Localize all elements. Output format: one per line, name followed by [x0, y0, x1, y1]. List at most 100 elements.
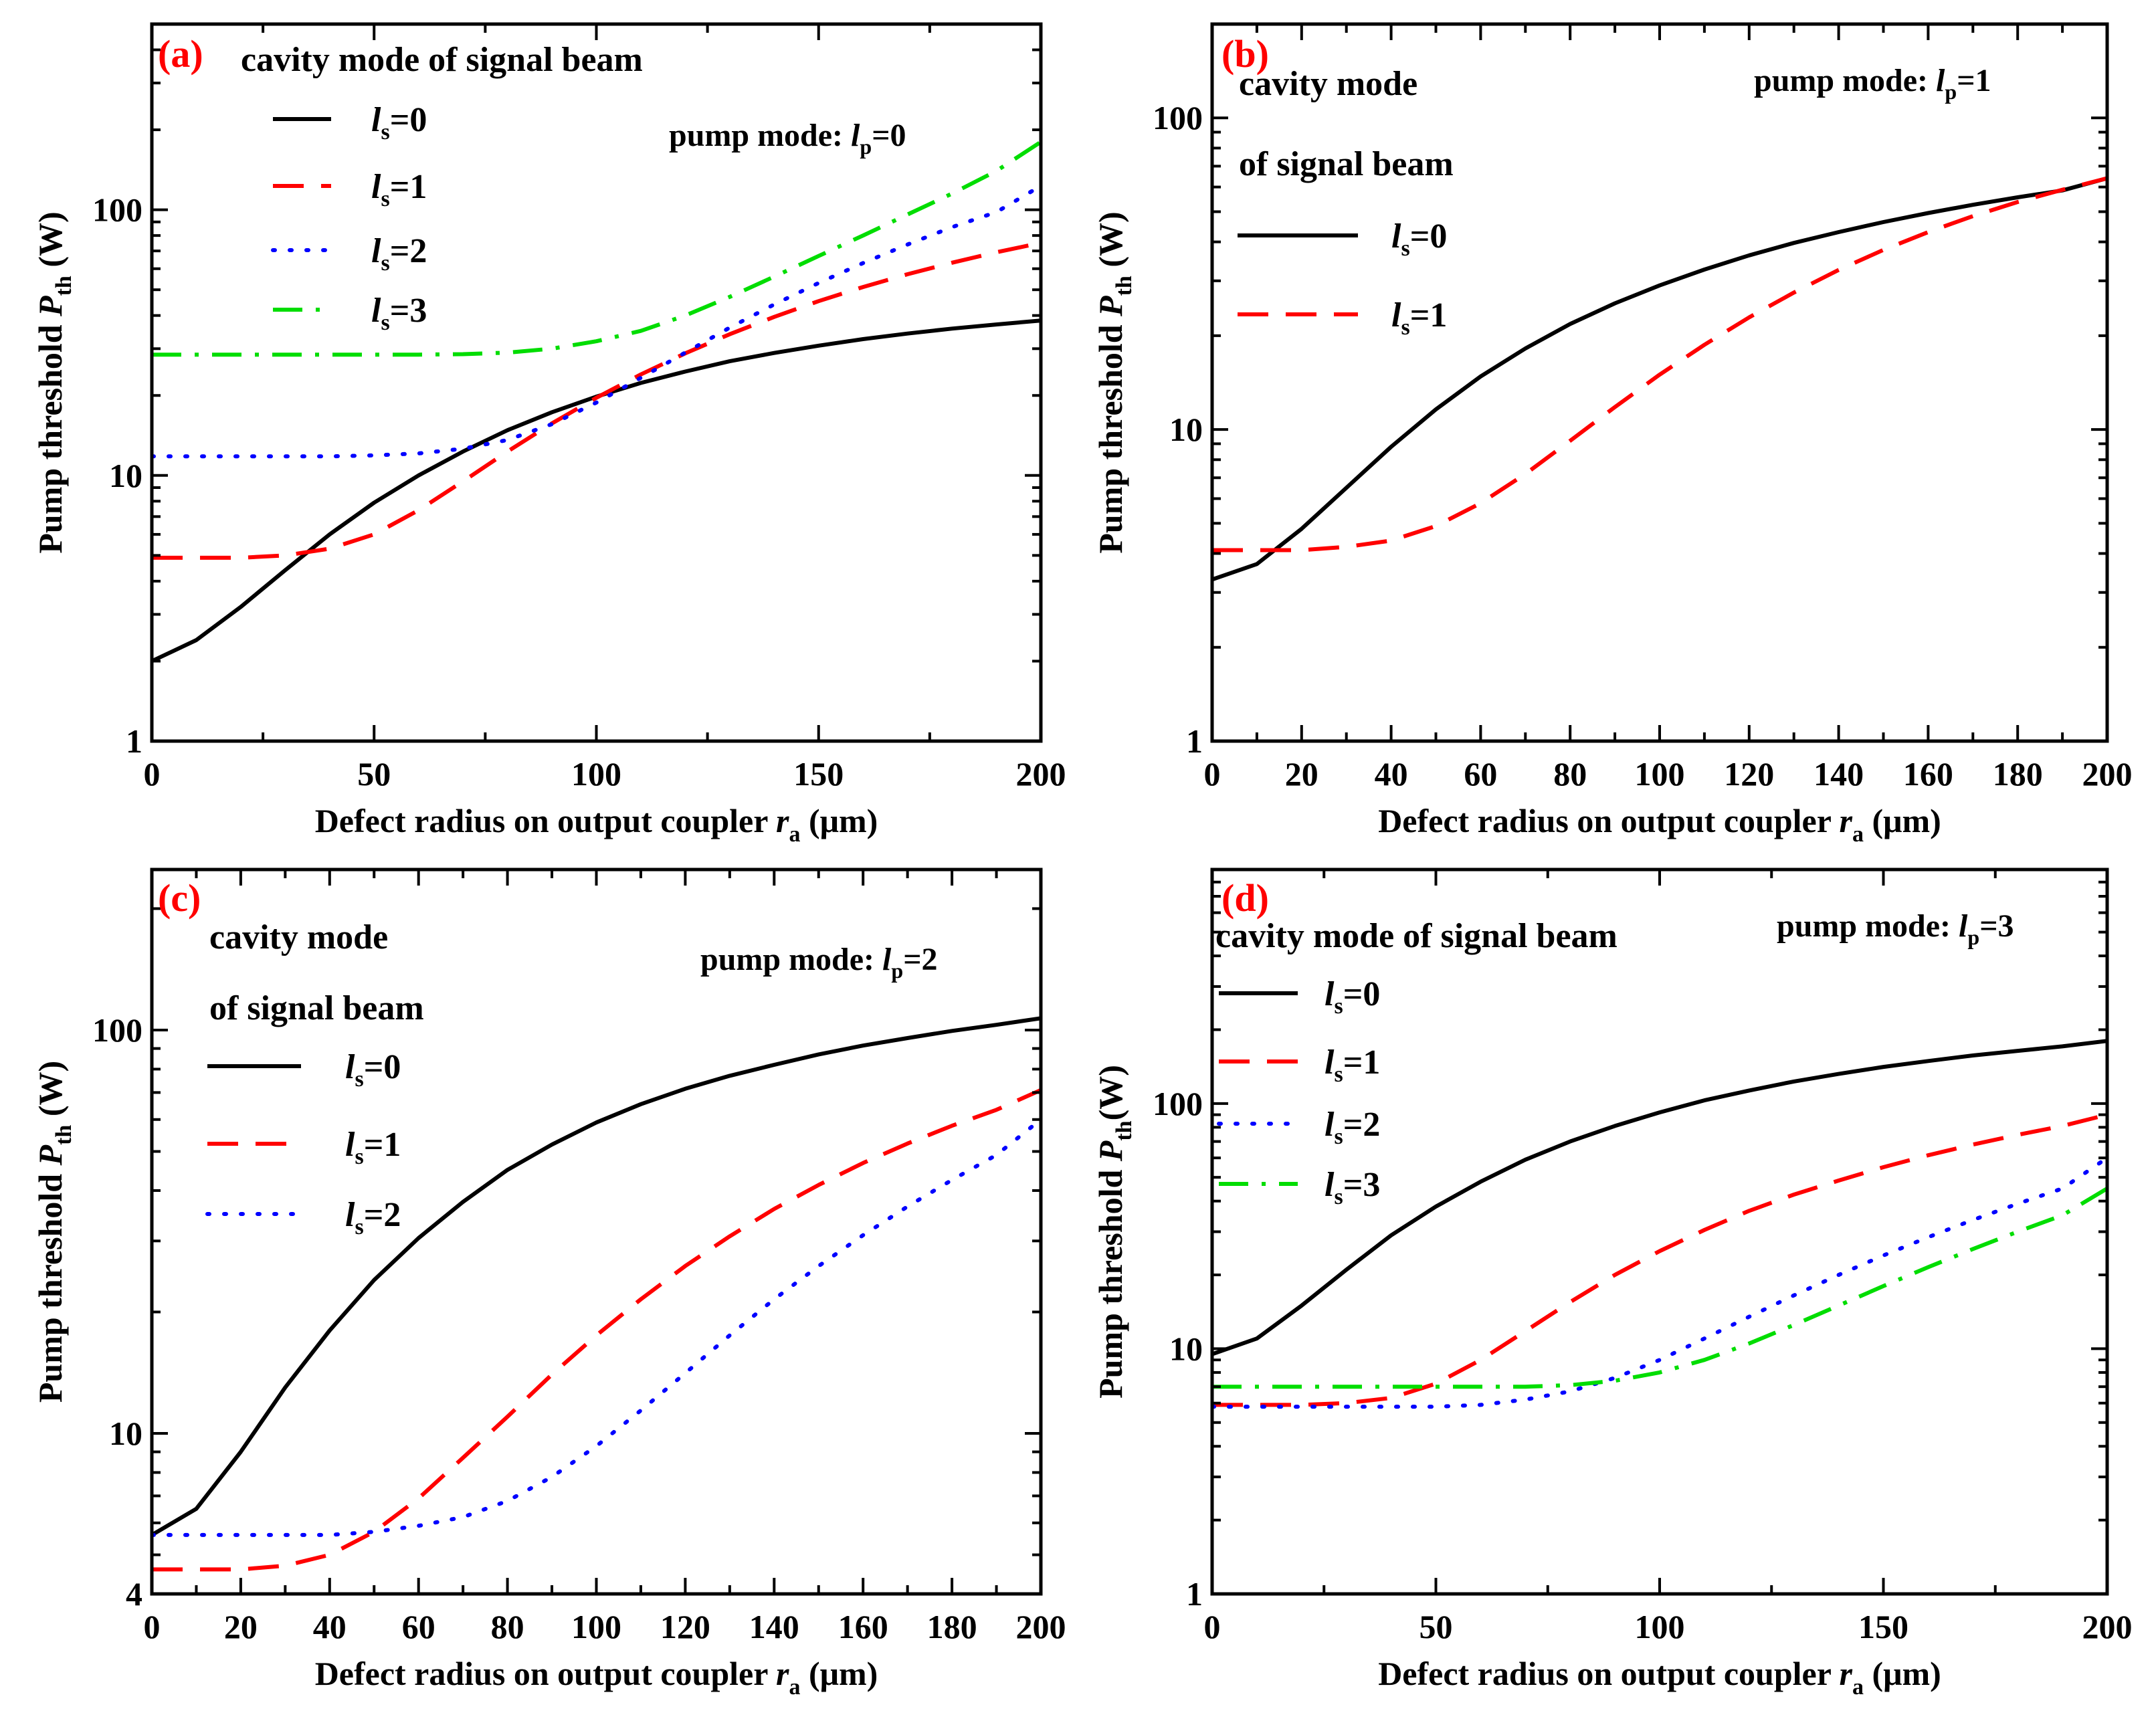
y-tick-label: 10	[1169, 411, 1203, 448]
x-tick-label: 140	[1814, 755, 1864, 793]
y-tick-label: 100	[92, 1011, 142, 1049]
x-tick-label: 100	[1635, 1608, 1685, 1645]
legend-title: cavity mode	[209, 918, 388, 956]
x-tick-label: 160	[838, 1608, 888, 1645]
x-tick-label: 60	[402, 1608, 435, 1645]
x-axis-label: Defect radius on output coupler ra (μm)	[1378, 802, 1941, 847]
x-tick-label: 180	[1993, 755, 2043, 793]
legend-title: cavity mode	[1239, 65, 1417, 103]
series-line-ls3	[152, 140, 1041, 357]
series-line-ls0	[152, 1016, 1041, 1537]
y-tick-label: 4	[126, 1575, 142, 1613]
legend-entry-ls0: ls=0	[1325, 975, 1380, 1019]
y-tick-label: 100	[1153, 1085, 1203, 1122]
y-axis-label: Pump threshold Pth (W)	[1092, 211, 1137, 553]
x-tick-label: 80	[1553, 755, 1587, 793]
pump-mode-label: pump mode: lp=0	[669, 118, 906, 159]
series-line-ls0	[1212, 1039, 2107, 1356]
chart-panel-b: 0 20 40 60 80 100 120 140 160 180 200 1 10 100 Defect …	[1092, 22, 2133, 847]
legend-title: of signal beam	[1239, 145, 1454, 183]
legend-title: cavity mode of signal beam	[241, 41, 643, 79]
y-axis-label: Pump threshold Pth (W)	[31, 1061, 76, 1403]
x-tick-label: 100	[571, 1608, 621, 1645]
series-line-ls2	[152, 1117, 1041, 1537]
series-line-ls2	[1212, 1156, 2107, 1409]
y-axis-label: Pump threshold Pth(W)	[1092, 1065, 1137, 1399]
x-tick-label: 100	[571, 755, 621, 793]
x-tick-label: 0	[144, 755, 161, 793]
legend-entry-ls3: ls=3	[371, 292, 427, 335]
plot-frame	[1210, 22, 2109, 743]
panel-label: (d)	[1221, 876, 1269, 920]
x-tick-label: 120	[660, 1608, 710, 1645]
series-line-ls0	[152, 318, 1041, 664]
x-tick-label: 200	[2082, 755, 2133, 793]
chart-panel-a: 0 50 100 150 200 1 10 100 Defect radius on outpu…	[31, 22, 1066, 847]
panel-label: (a)	[158, 32, 203, 76]
y-axis-label: Pump threshold Pth (W)	[31, 211, 76, 553]
x-tick-label: 140	[749, 1608, 799, 1645]
x-axis-label: Defect radius on output coupler ra (μm)	[315, 802, 878, 847]
legend-entry-ls0: ls=0	[1391, 217, 1447, 261]
legend-entry-ls2: ls=2	[1325, 1106, 1380, 1149]
legend-title: of signal beam	[209, 989, 424, 1027]
x-axis-label: Defect radius on output coupler ra (μm)	[315, 1655, 878, 1700]
legend-title: cavity mode of signal beam	[1215, 917, 1618, 955]
series-line-ls2	[152, 183, 1041, 459]
series-line-ls0	[1212, 176, 2107, 582]
y-tick-label: 1	[126, 722, 142, 760]
x-tick-label: 80	[491, 1608, 524, 1645]
x-tick-label: 40	[313, 1608, 347, 1645]
y-tick-label: 10	[1169, 1330, 1203, 1367]
chart-panel-d: 0 50 100 150 200 1 10 100 Defect radius on outpu…	[1092, 868, 2133, 1700]
pump-mode-label: pump mode: lp=1	[1754, 63, 1991, 104]
x-tick-label: 0	[1204, 755, 1221, 793]
plot-frame	[150, 868, 1043, 1596]
y-tick-label: 10	[109, 1415, 142, 1452]
y-tick-label: 1	[1186, 722, 1203, 760]
x-tick-label: 150	[1858, 1608, 1908, 1645]
x-tick-label: 100	[1635, 755, 1685, 793]
x-tick-label: 0	[144, 1608, 161, 1645]
legend-entry-ls1: ls=1	[345, 1126, 401, 1169]
legend-entry-ls2: ls=2	[345, 1196, 401, 1239]
y-tick-label: 100	[1153, 99, 1203, 136]
legend-entry-ls2: ls=2	[371, 232, 427, 276]
pump-mode-label: pump mode: lp=3	[1777, 908, 2014, 949]
x-tick-label: 0	[1204, 1608, 1221, 1645]
x-axis-label: Defect radius on output coupler ra (μm)	[1378, 1655, 1941, 1700]
legend-entry-ls1: ls=1	[1391, 296, 1447, 340]
x-tick-label: 120	[1724, 755, 1774, 793]
x-tick-label: 60	[1464, 755, 1497, 793]
x-tick-label: 150	[793, 755, 844, 793]
x-tick-label: 40	[1375, 755, 1408, 793]
x-tick-label: 50	[1419, 1608, 1453, 1645]
series-line-ls1	[1212, 1112, 2107, 1407]
x-tick-label: 20	[224, 1608, 258, 1645]
y-tick-label: 10	[109, 457, 142, 494]
x-tick-label: 180	[927, 1608, 977, 1645]
x-tick-label: 200	[1016, 755, 1066, 793]
x-tick-label: 50	[357, 755, 391, 793]
x-tick-label: 160	[1903, 755, 1953, 793]
y-tick-label: 100	[92, 191, 142, 229]
y-tick-label: 1	[1186, 1575, 1203, 1613]
series-line-ls1	[1212, 176, 2107, 552]
x-tick-label: 200	[1016, 1608, 1066, 1645]
pump-mode-label: pump mode: lp=2	[700, 942, 938, 983]
legend-entry-ls0: ls=0	[345, 1048, 401, 1092]
legend-entry-ls3: ls=3	[1325, 1166, 1380, 1209]
x-tick-label: 20	[1285, 755, 1318, 793]
plot-frame	[150, 22, 1043, 743]
legend-entry-ls1: ls=1	[371, 168, 427, 211]
chart-panel-c: 0 20 40 60 80 100 120 140 160 180 200 4 10 100 Defect …	[31, 868, 1066, 1700]
legend-entry-ls1: ls=1	[1325, 1043, 1380, 1087]
panel-label: (c)	[158, 876, 201, 920]
series-line-ls3	[1212, 1187, 2107, 1389]
panel-label: (b)	[1221, 32, 1269, 76]
legend-entry-ls0: ls=0	[371, 101, 427, 144]
x-tick-label: 200	[2082, 1608, 2133, 1645]
series-line-ls1	[152, 241, 1041, 560]
series-line-ls1	[152, 1088, 1041, 1572]
